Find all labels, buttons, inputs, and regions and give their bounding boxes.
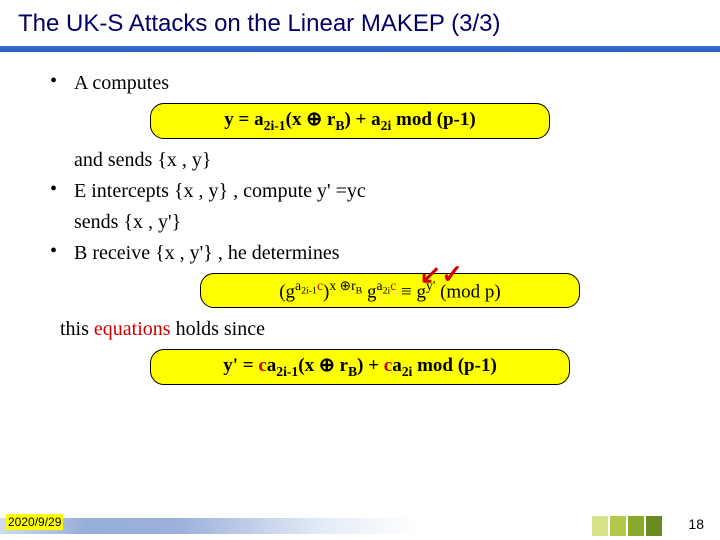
page-title: The UK-S Attacks on the Linear MAKEP (3/… — [18, 10, 702, 38]
footer-color-blocks — [592, 516, 662, 536]
line-sends-xy: sends {x , y'} — [74, 209, 680, 236]
line-holds-since: this equations holds since — [60, 316, 680, 343]
content-area: • A computes y = a2i-1(x ⊕ rB) + a2i mod… — [0, 52, 720, 385]
page-number: 18 — [688, 516, 704, 532]
bullet-3: B receive {x , y'} , he determines — [74, 240, 680, 267]
bullet-1: A computes — [74, 70, 680, 97]
footer: 2020/9/29 18 — [0, 506, 720, 540]
bullet-icon: • — [50, 240, 74, 263]
date-stamp: 2020/9/29 — [6, 514, 63, 530]
line-and-sends: and sends {x , y} — [74, 147, 680, 174]
checkmark-icon: ↙✓ — [419, 260, 463, 290]
bullet-2: E intercepts {x , y} , compute y' =yc — [74, 178, 680, 205]
equation-box-3: y' = ca2i-1(x ⊕ rB) + ca2i mod (p-1) — [150, 349, 570, 385]
equation-box-2: ↙✓ (ga2i-1c)x ⊕rB ga2ic ≡ gy' (mod p) — [200, 273, 580, 308]
bullet-icon: • — [50, 70, 74, 93]
equation-box-1: y = a2i-1(x ⊕ rB) + a2i mod (p-1) — [150, 103, 550, 139]
bullet-icon: • — [50, 178, 74, 201]
